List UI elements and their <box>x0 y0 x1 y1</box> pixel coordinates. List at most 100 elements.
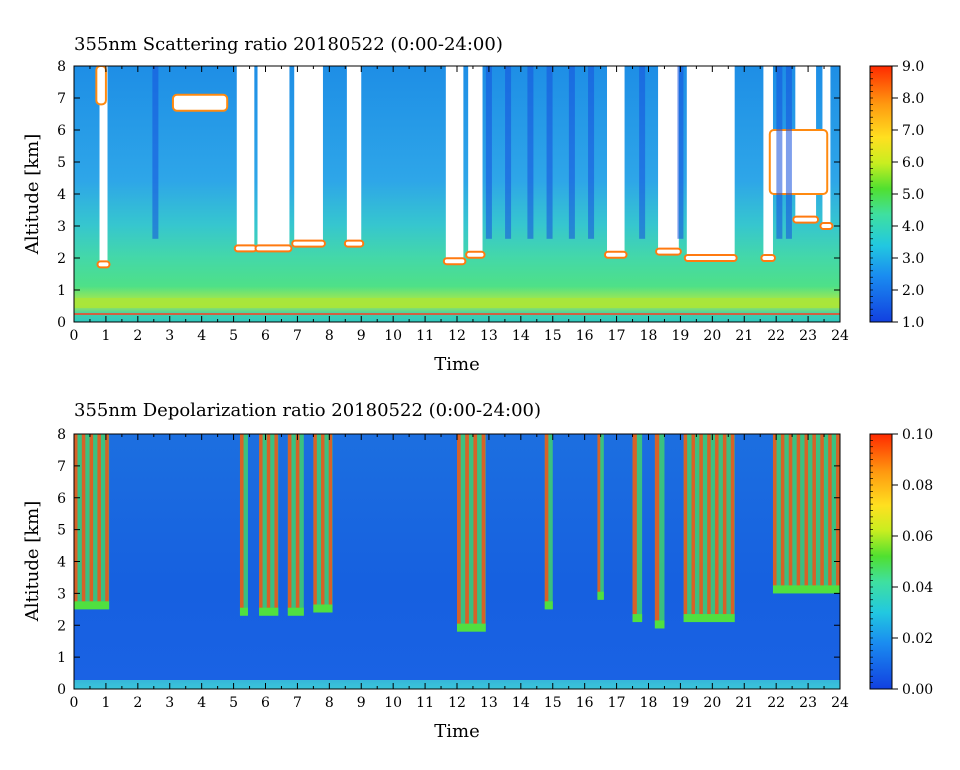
depol-band-streak <box>259 434 263 612</box>
x-tick-label: 3 <box>165 695 174 711</box>
y-tick-label: 6 <box>57 491 66 507</box>
depol-band-streak <box>654 434 660 625</box>
colorbar-tick-label: 3.0 <box>902 251 924 267</box>
x-tick-label: 5 <box>229 328 238 344</box>
cloud-gap <box>763 66 773 258</box>
scattering-title: 355nm Scattering ratio 20180522 (0:00-24… <box>74 34 503 55</box>
depol-band-streak <box>97 434 101 606</box>
x-tick-label: 15 <box>544 328 562 344</box>
cloud-base-edge <box>343 239 365 248</box>
depol-band <box>544 434 553 610</box>
depol-band-streak <box>81 434 86 606</box>
depol-band-streak <box>715 434 719 619</box>
depol-band-streak <box>239 434 244 612</box>
scattering-ylabel: Altitude [km] <box>22 134 43 256</box>
x-tick-label: 7 <box>293 695 302 711</box>
depol-band-streak <box>481 434 486 628</box>
y-tick-label: 2 <box>57 618 66 634</box>
cloud-gap <box>257 66 290 249</box>
cloud-base-edge <box>233 244 258 253</box>
cloud-gap <box>294 66 323 244</box>
cloud-base-edge <box>96 260 111 269</box>
depol-band-streak <box>465 434 469 628</box>
x-tick-label: 16 <box>576 695 594 711</box>
cloud-base-edge <box>655 247 682 256</box>
y-tick-label: 2 <box>57 251 66 267</box>
depol-band <box>632 434 643 623</box>
x-tick-label: 23 <box>799 695 817 711</box>
x-tick-label: 5 <box>229 695 238 711</box>
y-tick-label: 7 <box>57 91 66 107</box>
x-tick-label: 13 <box>480 695 498 711</box>
depolarization-colorbar-ticks: 0.00 0.02 0.04 0.06 0.08 0.10 <box>870 427 933 698</box>
depol-band-streak <box>74 434 78 606</box>
x-tick-label: 10 <box>384 328 402 344</box>
depol-band-streak <box>597 434 601 596</box>
x-tick-label: 4 <box>197 695 206 711</box>
colorbar-tick-label: 4.0 <box>902 219 924 235</box>
depol-band-streak <box>828 434 832 590</box>
attenuation-stripe <box>776 66 783 239</box>
x-tick-label: 6 <box>261 695 270 711</box>
y-tick-label: 5 <box>57 155 66 171</box>
depol-band-base <box>654 620 665 629</box>
x-tick-label: 3 <box>165 328 174 344</box>
depol-band-streak <box>89 434 94 606</box>
depolarization-ratio-panel: 355nm Depolarization ratio 20180522 (0:0… <box>22 400 933 742</box>
scattering-x-axis: 0 1 2 3 4 5 6 7 8 9 10 11 12 13 14 15 16 17 18 19 20 21 22 23 24 <box>70 66 849 344</box>
depol-band-streak <box>772 434 777 590</box>
cloud-gap <box>346 66 362 244</box>
depol-band-base <box>457 623 486 632</box>
colorbar-tick-label: 7.0 <box>902 123 924 139</box>
depol-band-base <box>313 604 333 613</box>
x-tick-label: 18 <box>640 695 658 711</box>
x-tick-label: 11 <box>416 695 434 711</box>
depol-band-base <box>683 614 735 623</box>
colorbar-tick-label: 2.0 <box>902 283 924 299</box>
depolarization-xlabel: Time <box>434 721 479 742</box>
depol-band-streak <box>722 434 727 619</box>
y-tick-label: 4 <box>57 187 66 203</box>
x-tick-label: 18 <box>640 328 658 344</box>
depol-band-streak <box>328 434 333 609</box>
attenuation-stripe <box>639 66 646 239</box>
cloud-base-edge <box>792 215 820 224</box>
x-tick-label: 24 <box>831 695 849 711</box>
x-tick-label: 12 <box>448 328 466 344</box>
depol-band-base <box>544 601 553 610</box>
depol-band-base <box>632 614 643 623</box>
depol-band-base <box>239 607 248 616</box>
x-tick-label: 14 <box>512 695 530 711</box>
x-tick-label: 8 <box>325 328 334 344</box>
cloud-gap <box>686 66 735 258</box>
depol-band-streak <box>266 434 271 612</box>
depol-band-streak <box>457 434 461 628</box>
depol-band-streak <box>730 434 735 619</box>
colorbar-tick-label: 6.0 <box>902 155 924 171</box>
x-tick-label: 22 <box>767 328 785 344</box>
attenuation-stripe <box>152 66 159 239</box>
x-tick-label: 20 <box>703 695 721 711</box>
depolarization-high-bands <box>74 434 840 632</box>
depol-band-streak <box>321 434 325 609</box>
depol-band-base <box>772 585 840 594</box>
colorbar-tick-label: 0.04 <box>902 580 933 596</box>
elevated-cloud <box>95 66 107 106</box>
cloud-base-edge <box>760 254 776 262</box>
x-tick-label: 23 <box>799 328 817 344</box>
depol-band-streak <box>105 434 109 606</box>
attenuation-stripe <box>505 66 512 239</box>
x-tick-label: 2 <box>133 695 142 711</box>
depol-band-streak <box>820 434 824 590</box>
x-tick-label: 0 <box>70 328 79 344</box>
colorbar-tick-label: 0.02 <box>902 631 933 647</box>
cloud-gap <box>99 66 108 265</box>
depol-band-streak <box>812 434 816 590</box>
x-tick-label: 14 <box>512 328 530 344</box>
x-tick-label: 24 <box>831 328 849 344</box>
attenuation-stripe <box>485 66 492 239</box>
cloud-base-edge <box>291 239 326 248</box>
y-tick-label: 8 <box>57 59 66 75</box>
depol-band-streak <box>707 434 711 619</box>
scattering-surface-layer <box>74 298 840 308</box>
